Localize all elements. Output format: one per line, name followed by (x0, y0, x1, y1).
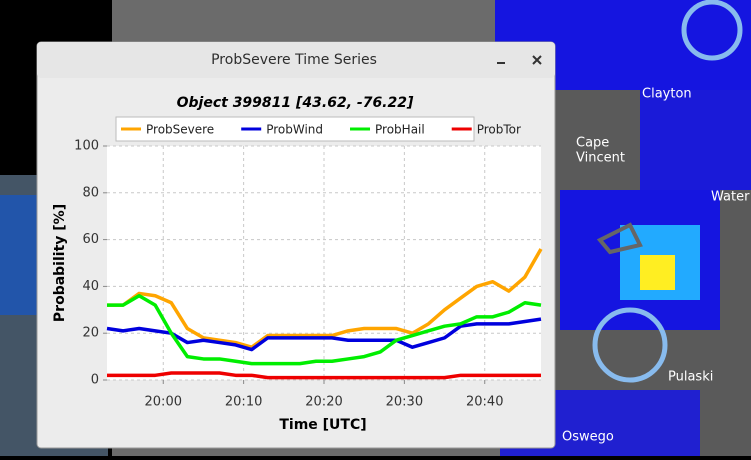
series-line (107, 371, 541, 380)
x-tick-label: 20:10 (225, 395, 262, 410)
legend-label: ProbHail (375, 123, 425, 137)
map-label: Water (711, 190, 750, 205)
x-tick-label: 20:20 (305, 395, 342, 410)
window-title: ProbSevere Time Series (211, 52, 377, 68)
legend (115, 116, 475, 142)
series-line (106, 317, 542, 352)
x-tick-label: 20:00 (145, 395, 182, 410)
radar-overlay (640, 255, 675, 290)
legend-label: ProbWind (266, 123, 323, 137)
map-label: Vincent (576, 151, 625, 166)
map-label: Clayton (642, 87, 692, 102)
legend-label: ProbTor (477, 123, 521, 137)
y-tick-label: 40 (82, 279, 99, 294)
series-line (107, 294, 542, 366)
y-tick-label: 100 (74, 139, 99, 154)
storm-contour (592, 307, 668, 383)
y-tick-label: 20 (82, 326, 99, 341)
x-tick-label: 20:40 (466, 395, 503, 410)
x-axis-label: Time [UTC] (279, 417, 366, 433)
y-tick-label: 0 (91, 373, 99, 388)
legend-label: ProbSevere (146, 123, 214, 137)
x-tick-label: 20:30 (386, 395, 423, 410)
map-label: Pulaski (668, 370, 713, 385)
close-button[interactable] (532, 55, 542, 65)
y-axis-label: Probability [%] (52, 204, 68, 322)
y-tick-label: 60 (82, 232, 99, 247)
chart-title: Object 399811 [43.62, -76.22] (177, 95, 414, 111)
map-label: Cape (576, 136, 609, 151)
y-tick-label: 80 (82, 185, 99, 200)
storm-contour (681, 0, 743, 61)
storm-contour (596, 222, 643, 255)
radar-overlay (640, 90, 751, 190)
title-bar (37, 42, 555, 78)
map-label: Oswego (562, 430, 614, 445)
series-line (107, 248, 543, 349)
